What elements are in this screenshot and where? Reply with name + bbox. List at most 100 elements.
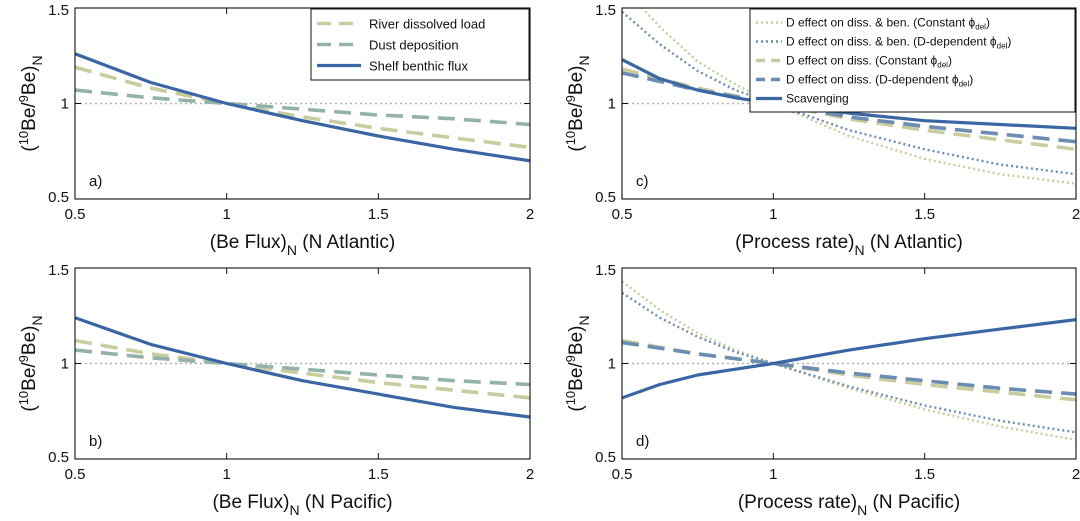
y-tick-label: 1.5 (595, 262, 616, 279)
series-line (622, 318, 1076, 400)
legend-label-tail: ) (1007, 35, 1011, 49)
x-axis-label-main: (Be Flux) (212, 492, 289, 513)
x-axis-label-sub: N (290, 502, 300, 518)
x-axis-label-main: (Process rate) (738, 492, 857, 513)
y-axis-label: (10Be/9Be)N (563, 315, 592, 411)
y-axis-label-end: Be) (19, 325, 40, 355)
legend-label-tail: ) (948, 54, 952, 68)
legend-label: D effect on diss. & ben. (D-dependent ϕd… (786, 35, 1011, 51)
y-tick-label: 0.5 (48, 449, 69, 466)
x-tick-label: 1.5 (368, 206, 389, 223)
legend-label-symbol: ϕ (969, 16, 976, 30)
y-tick-label: 1.5 (48, 262, 69, 279)
y-axis-label-paren: ( (19, 145, 40, 152)
series-line (75, 65, 530, 150)
x-axis-label: (Process rate)N (N Atlantic) (735, 232, 963, 258)
panel-c: 0.5 1 1.5 20.511.5c)(Process rate)N (N Atla… (563, 2, 1080, 258)
y-axis-label: (10Be/9Be)N (16, 55, 45, 151)
x-tick-label: 2 (1072, 466, 1080, 483)
legend-label-sub: del (959, 80, 970, 89)
x-tick-label: 1 (222, 206, 230, 223)
y-axis-label-end: Be) (19, 65, 40, 95)
x-axis-label-tail: (N Pacific) (300, 492, 393, 513)
y-axis-label-sup: 10 (16, 131, 31, 145)
series-line (622, 67, 1076, 152)
y-axis-label-sup2: 9 (563, 355, 578, 362)
y-axis-label-end: Be) (566, 65, 587, 95)
x-axis-label-tail: (N Atlantic) (865, 232, 963, 253)
legend-label-text: D effect on diss. (D-dependent (786, 73, 952, 87)
x-axis-label-sub: N (854, 242, 864, 258)
x-axis-label: (Be Flux)N (N Pacific) (212, 492, 392, 518)
y-tick-label: 1.5 (48, 2, 69, 19)
legend-label: D effect on diss. (Constant ϕdel) (786, 54, 952, 70)
series-line (622, 280, 1076, 442)
series-line (75, 52, 530, 163)
legend-label-tail: ) (986, 16, 990, 30)
panel-label: a) (89, 173, 102, 190)
y-axis-label-sup: 10 (16, 391, 31, 405)
y-axis-label: (10Be/9Be)N (563, 55, 592, 151)
panel-a: 0.5 1 1.5 20.511.5a)(Be Flux)N (N Atlantic)… (16, 2, 534, 258)
panel-label: d) (636, 433, 649, 450)
y-axis-label-sup: 10 (563, 391, 578, 405)
legend-label-text: D effect on diss. (Constant (786, 54, 931, 68)
y-axis-label-sub: N (29, 315, 45, 325)
x-tick-label: 1 (222, 466, 230, 483)
legend-label-text: Scavenging (786, 92, 849, 106)
y-axis-label-sup2: 9 (16, 355, 31, 362)
legend-label-symbol: ϕ (931, 54, 938, 68)
y-tick-label: 0.5 (48, 189, 69, 206)
x-axis-label: (Process rate)N (N Pacific) (738, 492, 960, 518)
y-axis-label-paren: ( (566, 145, 587, 152)
x-tick-label: 2 (1072, 206, 1080, 223)
x-tick-label: 2 (526, 466, 534, 483)
legend-label-sub: del (937, 61, 948, 70)
y-axis-label-sub: N (576, 315, 592, 325)
x-tick-label: 0.5 (65, 206, 86, 223)
y-axis-label: (10Be/9Be)N (16, 315, 45, 411)
y-tick-label: 1 (61, 96, 69, 113)
series-line (622, 10, 1076, 176)
legend-label-symbol: ϕ (952, 73, 959, 87)
y-axis-label-end: Be) (566, 325, 587, 355)
panel-b: 0.5 1 1.5 20.511.5b)(Be Flux)N (N Pacific)(… (16, 262, 534, 518)
x-axis-label-main: (Process rate) (735, 232, 854, 253)
legend: D effect on diss. & ben. (Constant ϕdel)… (749, 8, 1076, 113)
y-tick-label: 1 (61, 356, 69, 373)
x-axis-label-tail: (N Atlantic) (297, 232, 395, 253)
legend: River dissolved load Dust deposition Shelf… (310, 8, 530, 81)
x-tick-label: 1 (769, 466, 777, 483)
x-tick-label: 1.5 (914, 206, 935, 223)
y-tick-label: 1.5 (595, 2, 616, 19)
legend-label: River dissolved load (369, 17, 485, 32)
y-axis-label-sup2: 9 (16, 95, 31, 102)
panel-label: c) (636, 173, 649, 190)
y-axis-label-sup2: 9 (563, 95, 578, 102)
x-tick-label: 2 (526, 206, 534, 223)
x-tick-label: 0.5 (612, 206, 633, 223)
series-line (75, 316, 530, 419)
panel-label: b) (89, 433, 102, 450)
x-axis-label-main: (Be Flux) (210, 232, 287, 253)
y-axis-label-sub: N (576, 55, 592, 65)
x-tick-label: 1.5 (368, 466, 389, 483)
legend-label: Shelf benthic flux (369, 59, 469, 74)
y-tick-label: 0.5 (595, 449, 616, 466)
legend-label-text: D effect on diss. & ben. (D-dependent (786, 35, 990, 49)
y-axis-label-mid: Be/ (19, 362, 40, 391)
x-axis-label-sub: N (857, 502, 867, 518)
y-axis-label-sub: N (29, 55, 45, 65)
x-tick-label: 1.5 (914, 466, 935, 483)
legend-label-text: D effect on diss. & ben. (Constant (786, 16, 969, 30)
x-axis-label-sub: N (287, 242, 297, 258)
series-line (75, 338, 530, 400)
legend-label: D effect on diss. (D-dependent ϕdel) (786, 73, 973, 89)
series-line (75, 88, 530, 127)
series-line (75, 348, 530, 387)
x-tick-label: 1 (769, 206, 777, 223)
y-axis-label-mid: Be/ (566, 102, 587, 131)
legend-label: Dust deposition (369, 38, 459, 53)
x-tick-label: 0.5 (65, 466, 86, 483)
